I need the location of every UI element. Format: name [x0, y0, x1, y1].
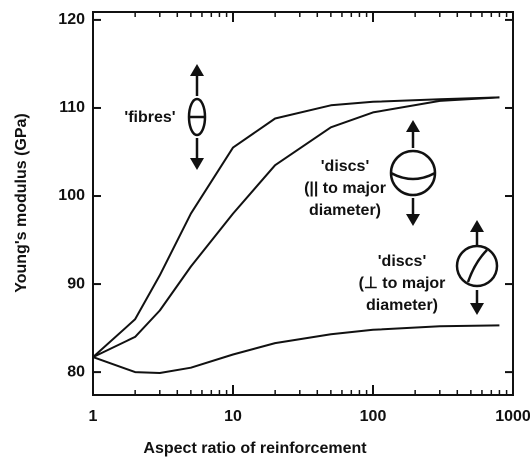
- x-axis-label: Aspect ratio of reinforcement: [143, 440, 367, 457]
- x-tick-label: 100: [360, 408, 387, 425]
- annotation: (|| to major: [304, 180, 386, 197]
- curve: [92, 324, 500, 374]
- y-tick-label: 120: [58, 11, 85, 28]
- curve: [92, 96, 500, 358]
- annotation: 'discs': [321, 158, 370, 175]
- icons: [187, 64, 499, 315]
- annotation: 'discs': [378, 253, 427, 270]
- curve: [92, 96, 500, 359]
- y-tick-label: 110: [59, 99, 85, 116]
- annotation: (⊥ to major: [359, 275, 446, 292]
- x-tick-label: 10: [224, 408, 242, 425]
- y-tick-label: 80: [67, 363, 85, 380]
- annotation: diameter): [366, 297, 438, 314]
- x-tick-label: 1000: [495, 408, 530, 425]
- plot-frame: [92, 11, 514, 396]
- y-tick-label: 100: [58, 187, 85, 204]
- annotation: diameter): [309, 202, 381, 219]
- y-axis-label: Young's modulus (GPa): [13, 113, 30, 293]
- y-tick-label: 90: [67, 275, 85, 292]
- annotation: 'fibres': [124, 109, 175, 126]
- x-tick-label: 1: [89, 408, 98, 425]
